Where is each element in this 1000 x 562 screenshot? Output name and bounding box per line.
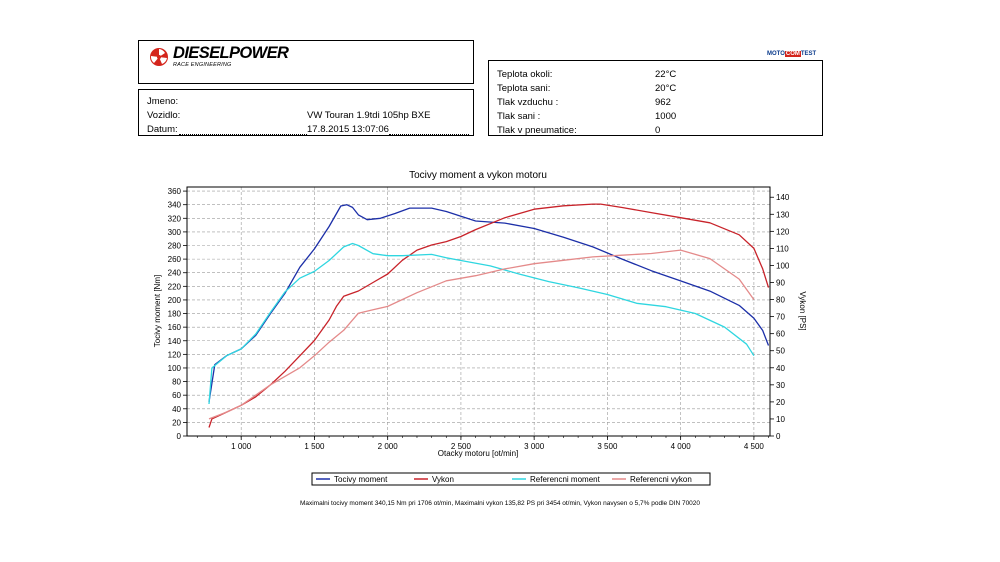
x-tick-label: 1 000	[231, 442, 252, 451]
x-tick-label: 3 000	[524, 442, 545, 451]
chart-title: Tocivy moment a vykon motoru	[409, 170, 547, 181]
y-left-tick-label: 20	[172, 418, 181, 427]
y-right-tick-label: 60	[776, 330, 785, 339]
y-right-tick-label: 120	[776, 227, 790, 236]
legend-label-torque: Tocivy moment	[334, 475, 388, 484]
summary-footer: Maximalni tocivy moment 340,15 Nm pri 17…	[299, 500, 701, 507]
logo-text: DIESELPOWER	[173, 44, 289, 62]
y-left-tick-label: 80	[172, 378, 181, 387]
vehicle-info-box: Jmeno: Vozidlo: VW Touran 1.9tdi 105hp B…	[138, 89, 474, 136]
x-axis-label: Otacky motoru [ot/min]	[438, 449, 518, 458]
logo-subtitle: RACE ENGINEERING	[173, 62, 232, 68]
cond-label-2: Tlak vzduchu :	[497, 97, 559, 108]
y-right-tick-label: 140	[776, 193, 790, 202]
cond-value-4: 0	[655, 125, 661, 136]
y-right-tick-label: 100	[776, 261, 790, 270]
plot-frame	[186, 186, 771, 437]
y-left-tick-label: 120	[168, 350, 182, 359]
y-left-tick-label: 340	[168, 201, 182, 210]
y-left-tick-label: 140	[168, 337, 182, 346]
y-right-tick-label: 50	[776, 347, 785, 356]
vehicle-value: VW Touran 1.9tdi 105hp BXE	[307, 110, 431, 121]
conditions-box: Teplota okoli: 22°C Teplota sani: 20°C T…	[488, 60, 823, 136]
y-left-tick-label: 160	[168, 323, 182, 332]
y-right-tick-label: 130	[776, 210, 790, 219]
y-left-tick-label: 100	[168, 364, 182, 373]
y-right-tick-label: 80	[776, 296, 785, 305]
cond-value-3: 1000	[655, 111, 677, 122]
cond-value-0: 22°C	[655, 69, 677, 80]
y-axis-left-label: Tocivy moment [Nm]	[153, 275, 162, 347]
y-right-tick-label: 70	[776, 313, 785, 322]
dyno-chart: Tocivy moment a vykon motoru 0 20 40 60 80 10…	[153, 170, 807, 486]
y-right-tick-label: 90	[776, 279, 785, 288]
legend-label-power: Vykon	[432, 475, 454, 484]
motocomtest-badge: MOTOCOMTEST	[767, 51, 817, 57]
cond-label-4: Tlak v pneumatice:	[497, 125, 577, 136]
name-label: Jmeno:	[147, 96, 179, 107]
date-value: 17.8.2015 13:07:06	[307, 124, 389, 135]
y-right-tick-label: 40	[776, 364, 785, 373]
date-label: Datum:	[147, 124, 178, 135]
y-left-tick-label: 240	[168, 269, 182, 278]
legend-label-ref-torque: Referencni moment	[530, 475, 601, 484]
y-left-tick-label: 360	[168, 187, 182, 196]
cond-value-1: 20°C	[655, 83, 677, 94]
x-tick-label: 2 500	[451, 442, 472, 451]
y-left-tick-label: 60	[172, 391, 181, 400]
y-right-tick-label: 110	[776, 244, 789, 253]
y-axis-right-label: Vykon [PS]	[798, 291, 807, 330]
y-left-tick-label: 40	[172, 405, 181, 414]
y-left-tick-label: 300	[168, 228, 182, 237]
cond-label-1: Teplota sani:	[497, 83, 551, 94]
y-left-tick-label: 320	[168, 214, 182, 223]
y-left-tick-label: 220	[168, 282, 182, 291]
logo-box: DIESELPOWER RACE ENGINEERING	[138, 40, 474, 84]
y-right-tick-label: 30	[776, 381, 785, 390]
y-left-tick-label: 280	[168, 242, 182, 251]
y-left-tick-label: 0	[177, 432, 182, 441]
legend-label-ref-power: Referencni vykon	[630, 475, 692, 484]
cond-label-3: Tlak sani :	[497, 111, 541, 122]
x-tick-label: 4 500	[744, 442, 765, 451]
power-line	[208, 203, 770, 428]
vehicle-label: Vozidlo:	[147, 110, 181, 121]
y-left-tick-label: 260	[168, 255, 182, 264]
y-right-tick-label: 0	[776, 432, 781, 441]
x-tick-label: 4 000	[671, 442, 692, 451]
date-dots-right	[389, 134, 469, 135]
turbine-icon	[150, 48, 168, 66]
y-right-tick-label: 20	[776, 398, 785, 407]
ref-power-line	[208, 249, 755, 420]
legend: Tocivy moment Vykon Referencni moment Re…	[311, 472, 711, 486]
date-dots	[179, 134, 307, 135]
y-left-tick-label: 180	[168, 310, 182, 319]
cond-value-2: 962	[655, 97, 671, 108]
cond-dots	[585, 135, 655, 136]
cond-label-0: Teplota okoli:	[497, 69, 553, 80]
x-tick-label: 1 500	[304, 442, 325, 451]
x-tick-label: 3 500	[597, 442, 618, 451]
y-left-tick-label: 200	[168, 296, 182, 305]
x-tick-label: 2 000	[378, 442, 399, 451]
ref-torque-line	[208, 242, 755, 405]
y-right-tick-label: 10	[776, 415, 785, 424]
torque-line	[208, 204, 770, 403]
